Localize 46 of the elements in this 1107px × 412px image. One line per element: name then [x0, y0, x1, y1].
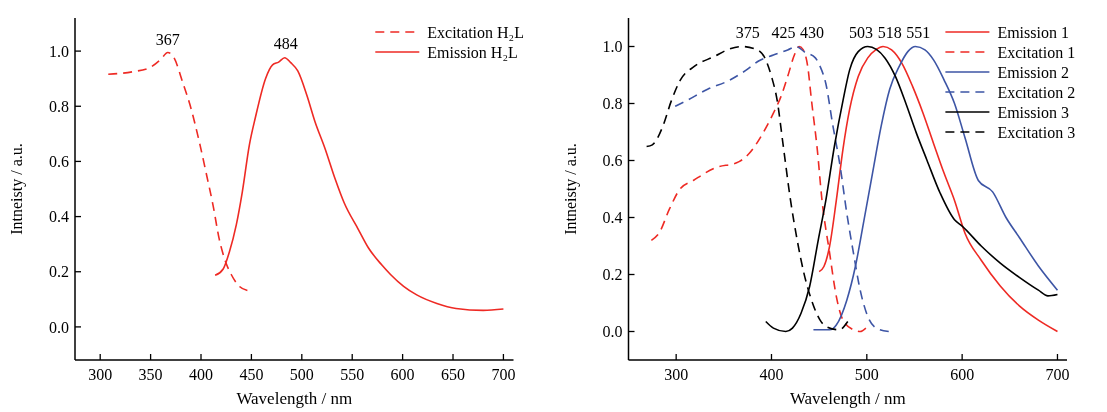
annotation: 518 — [877, 23, 902, 41]
legend-label: Excitation 2 — [997, 83, 1076, 101]
y-tick-label: 0.2 — [602, 266, 623, 284]
x-tick-label: 700 — [1045, 366, 1070, 383]
x-tick-label: 600 — [390, 366, 415, 383]
x-axis-title: Wavelength / nm — [789, 389, 906, 408]
y-tick-label: 0.4 — [602, 209, 623, 227]
annotation: 375 — [735, 23, 760, 41]
annotation: 430 — [800, 23, 824, 41]
x-tick-label: 500 — [289, 366, 314, 383]
annotation: 484 — [273, 34, 298, 52]
x-tick-label: 300 — [664, 366, 689, 383]
x-tick-label: 600 — [950, 366, 975, 383]
y-tick-label: 0.2 — [49, 263, 69, 281]
y-tick-label: 0.8 — [602, 95, 623, 113]
y-tick-label: 1.0 — [49, 42, 69, 60]
y-tick-label: 0.6 — [602, 152, 623, 170]
annotation: 503 — [849, 23, 874, 41]
annotation: 551 — [906, 23, 931, 41]
y-tick-label: 0.4 — [49, 208, 69, 226]
y-tick-label: 0.0 — [49, 318, 69, 336]
y-tick-label: 0.0 — [602, 323, 623, 341]
x-tick-label: 450 — [239, 366, 264, 383]
x-tick-label: 500 — [854, 366, 879, 383]
x-axis-title: Wavelength / nm — [236, 389, 353, 408]
annotation: 367 — [155, 30, 180, 48]
annotation: 425 — [771, 23, 796, 41]
x-tick-label: 400 — [759, 366, 784, 383]
legend-label: Excitation 3 — [997, 123, 1076, 141]
legend-label: Emission 1 — [997, 23, 1069, 41]
legend-label: Excitation 1 — [997, 43, 1076, 61]
legend-label: Emission 2 — [997, 63, 1069, 81]
y-axis-title: Intneisty / a.u. — [561, 143, 580, 235]
x-tick-label: 300 — [88, 366, 113, 383]
y-tick-label: 1.0 — [602, 38, 623, 56]
x-tick-label: 400 — [189, 366, 214, 383]
x-tick-label: 350 — [138, 366, 163, 383]
y-tick-label: 0.8 — [49, 97, 69, 115]
x-tick-label: 650 — [441, 366, 466, 383]
legend-label: Excitation H₂L — [427, 23, 524, 41]
legend-label: Emission 3 — [997, 103, 1069, 121]
x-tick-label: 550 — [340, 366, 365, 383]
y-axis-title: Intneisty / a.u. — [8, 143, 26, 235]
y-tick-label: 0.6 — [49, 153, 69, 171]
legend-label: Emission H₂L — [427, 43, 518, 61]
x-tick-label: 700 — [491, 366, 516, 383]
